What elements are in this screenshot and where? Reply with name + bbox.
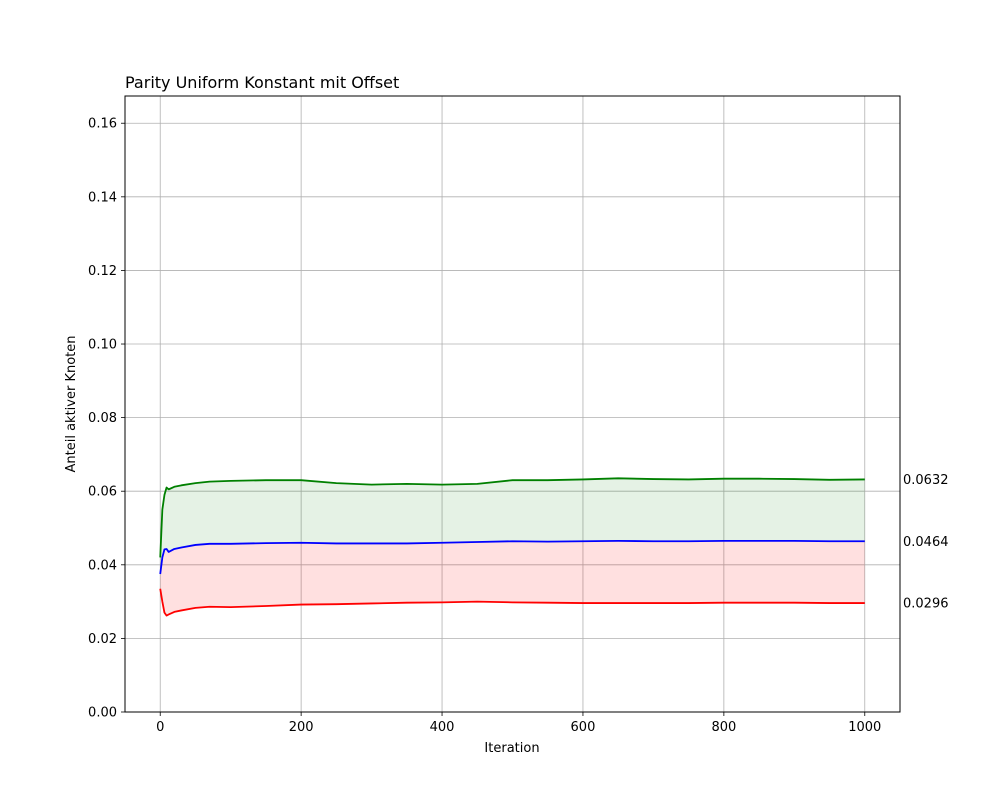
series-lines [159, 477, 865, 617]
axis-ticks: 0 200 400 600 800 1000 0.00 0.02 0.04 0.06 0.08 0.1… [88, 117, 881, 735]
y-tick-label: 0.14 [88, 190, 117, 205]
y-tick-label: 0.04 [88, 558, 117, 573]
x-tick-label: 200 [289, 720, 314, 735]
series-line-2 [159, 539, 865, 575]
y-tick-label: 0.12 [88, 264, 117, 279]
grid [125, 96, 900, 713]
y-tick-label: 0.16 [88, 117, 117, 132]
y-tick-label: 0.06 [88, 485, 117, 500]
x-axis-title: Iteration [484, 741, 539, 756]
x-tick-label: 600 [571, 720, 596, 735]
y-tick-label: 0.02 [88, 632, 117, 647]
x-tick-label: 400 [430, 720, 455, 735]
y-axis-title: Anteil aktiver Knoten [64, 335, 79, 472]
y-tick-label: 0.08 [88, 411, 117, 426]
series-line-1 [159, 477, 865, 558]
chart-title: Parity Uniform Konstant mit Offset [125, 73, 399, 92]
series-line-3 [159, 588, 865, 617]
x-tick-label: 0 [156, 720, 164, 735]
end-value-label: 0.0632 [903, 473, 949, 488]
y-tick-label: 0.00 [88, 706, 117, 721]
y-tick-label: 0.10 [88, 338, 117, 353]
x-tick-label: 800 [711, 720, 736, 735]
end-labels: 0.0632 0.0464 0.0296 [903, 473, 949, 612]
end-value-label: 0.0464 [903, 535, 949, 550]
fill-band [160, 478, 865, 575]
fill-band [160, 540, 865, 616]
end-value-label: 0.0296 [903, 597, 949, 612]
fill-areas [160, 478, 865, 616]
x-tick-label: 1000 [848, 720, 881, 735]
plot-frame [124, 95, 901, 713]
